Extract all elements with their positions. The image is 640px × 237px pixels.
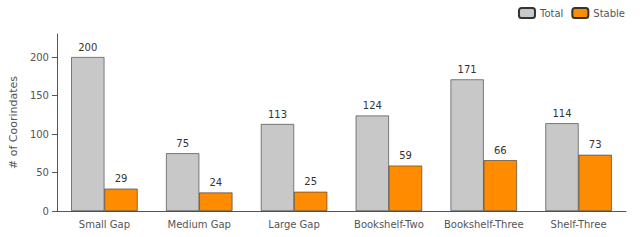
svg-text:50: 50	[36, 167, 49, 178]
svg-text:# of Coorindates: # of Coorindates	[7, 76, 20, 169]
svg-text:25: 25	[304, 176, 317, 187]
svg-text:150: 150	[30, 90, 49, 101]
svg-text:114: 114	[552, 108, 571, 119]
svg-text:100: 100	[30, 129, 49, 140]
svg-text:59: 59	[399, 150, 412, 161]
svg-text:66: 66	[494, 145, 507, 156]
svg-text:73: 73	[589, 139, 602, 150]
svg-text:Shelf-Three: Shelf-Three	[551, 219, 607, 230]
svg-text:Small Gap: Small Gap	[79, 219, 130, 230]
svg-text:Stable: Stable	[593, 8, 625, 19]
svg-text:Bookshelf-Two: Bookshelf-Two	[354, 219, 424, 230]
svg-text:171: 171	[458, 64, 477, 75]
svg-text:200: 200	[30, 52, 49, 63]
svg-text:29: 29	[115, 173, 128, 184]
svg-text:200: 200	[78, 42, 97, 53]
svg-text:0: 0	[43, 206, 49, 217]
svg-text:24: 24	[209, 177, 222, 188]
svg-text:124: 124	[363, 100, 382, 111]
svg-text:113: 113	[268, 109, 287, 120]
svg-text:75: 75	[176, 138, 189, 149]
svg-text:Bookshelf-Three: Bookshelf-Three	[444, 219, 524, 230]
svg-text:Medium Gap: Medium Gap	[168, 219, 231, 230]
svg-text:Total: Total	[539, 8, 563, 19]
svg-text:Large Gap: Large Gap	[268, 219, 320, 230]
